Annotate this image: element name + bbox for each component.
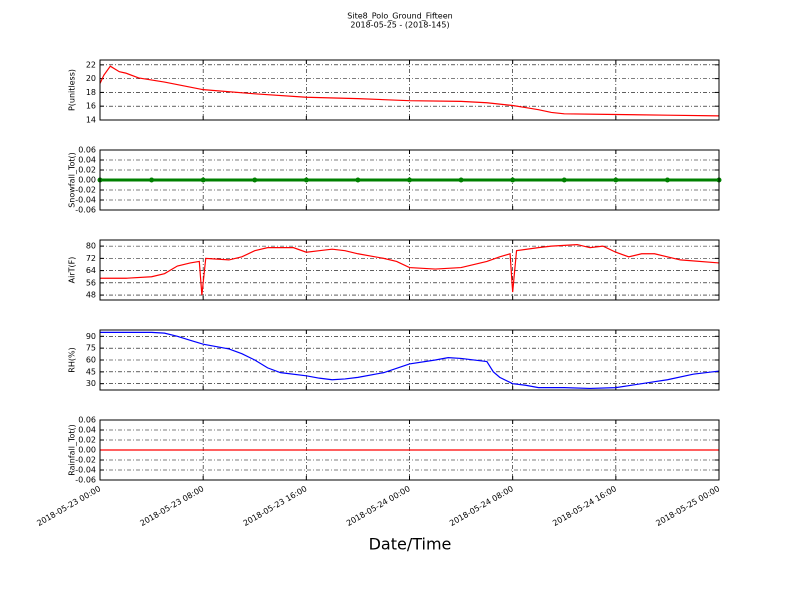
y-axis-label: AirT(F) [68,257,77,284]
plot-frame [99,239,720,301]
y-tick-label: 30 [86,379,96,388]
y-tick-label: 22 [86,60,96,69]
data-point [664,177,670,183]
y-tick-label: 0.00 [78,446,96,455]
plot-frame [99,419,720,481]
y-tick-label: -0.06 [75,476,96,485]
y-tick-label: 18 [86,88,96,97]
y-tick-label: 16 [86,102,96,111]
data-point [200,177,206,183]
y-tick-label: -0.04 [75,466,96,475]
plot-frame [99,149,720,211]
y-axis-label: P(unitless) [68,69,77,111]
data-point [252,177,258,183]
y-tick-label: 56 [86,278,96,287]
y-tick-label: 0.00 [78,176,96,185]
y-tick-label: -0.02 [75,186,96,195]
y-tick-label: 60 [86,356,96,365]
plot-frame [99,59,720,121]
chart-subtitle: 2018-05-25 - (2018-145) [350,21,449,30]
x-axis-label: Date/Time [369,535,452,554]
y-tick-label: 0.06 [78,416,96,425]
y-tick-label: -0.06 [75,206,96,215]
y-tick-label: 14 [86,116,96,125]
y-tick-label: 64 [86,266,96,275]
y-tick-label: 45 [86,367,96,376]
y-tick-label: -0.04 [75,196,96,205]
y-axis-label: Rainfall_Tot() [68,424,77,476]
data-point [355,177,361,183]
data-point [458,177,464,183]
y-tick-label: 0.04 [78,156,96,165]
y-axis-label: RH(%) [68,347,77,372]
y-axis-label: Snowfall_Tot() [68,152,77,208]
chart-title: Site8_Polo_Ground_Fifteen [347,12,452,21]
y-tick-label: 48 [86,291,96,300]
y-tick-label: -0.02 [75,456,96,465]
data-point [561,177,567,183]
y-tick-label: 75 [86,344,96,353]
y-tick-label: 0.04 [78,426,96,435]
y-tick-label: 0.06 [78,146,96,155]
data-line [100,331,720,390]
data-point [613,177,619,183]
data-point [303,177,309,183]
y-tick-label: 90 [86,332,96,341]
y-tick-label: 80 [86,242,96,251]
y-tick-label: 0.02 [78,166,96,175]
data-point [407,177,412,183]
data-point [149,177,155,183]
plot-frame [99,329,720,391]
data-point [510,177,516,183]
y-tick-label: 20 [86,74,96,83]
data-line [99,65,720,117]
y-tick-label: 72 [86,254,96,263]
y-tick-label: 0.02 [78,436,96,445]
data-line [100,243,720,296]
